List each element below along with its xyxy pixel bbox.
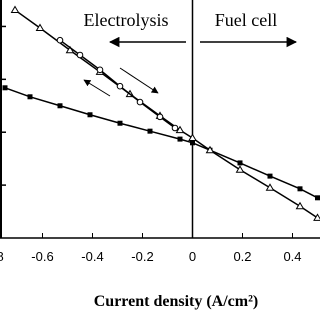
x-tick-label: -0.2 [131, 249, 153, 264]
point [235, 165, 245, 173]
point [175, 125, 185, 134]
point [171, 124, 179, 132]
x-axis-label: Current density (A/cm²) [94, 293, 258, 310]
point [267, 173, 273, 179]
point [10, 5, 20, 14]
point [27, 94, 33, 100]
point [237, 160, 243, 166]
point [96, 66, 104, 74]
x-tick-label: 0.2 [233, 249, 251, 264]
annotation: Electrolysis [84, 10, 169, 30]
x-tick-label: 0.4 [283, 249, 301, 264]
x-tick-label: -0.4 [81, 249, 103, 264]
point [117, 120, 123, 126]
sweep-arrow [83, 79, 111, 97]
point [177, 136, 183, 142]
point [136, 98, 144, 106]
point [313, 213, 320, 221]
point [297, 186, 303, 192]
point [156, 113, 164, 121]
sweep-arrow [119, 67, 159, 94]
point [2, 85, 8, 91]
point [35, 23, 45, 32]
point [188, 133, 197, 142]
point [57, 103, 63, 109]
point [116, 82, 124, 90]
annotation: Fuel cell [215, 10, 277, 30]
x-tick-label: -0.8 [0, 249, 4, 264]
point [295, 201, 305, 210]
point [76, 51, 84, 59]
x-tick-label: 0 [189, 249, 196, 264]
point [56, 36, 64, 44]
series-line [4, 87, 318, 199]
point [147, 128, 153, 134]
point [205, 145, 215, 154]
point [190, 140, 195, 146]
point [265, 183, 275, 191]
x-tick-label: -0.6 [31, 249, 53, 264]
point [87, 112, 93, 118]
point [315, 195, 320, 201]
